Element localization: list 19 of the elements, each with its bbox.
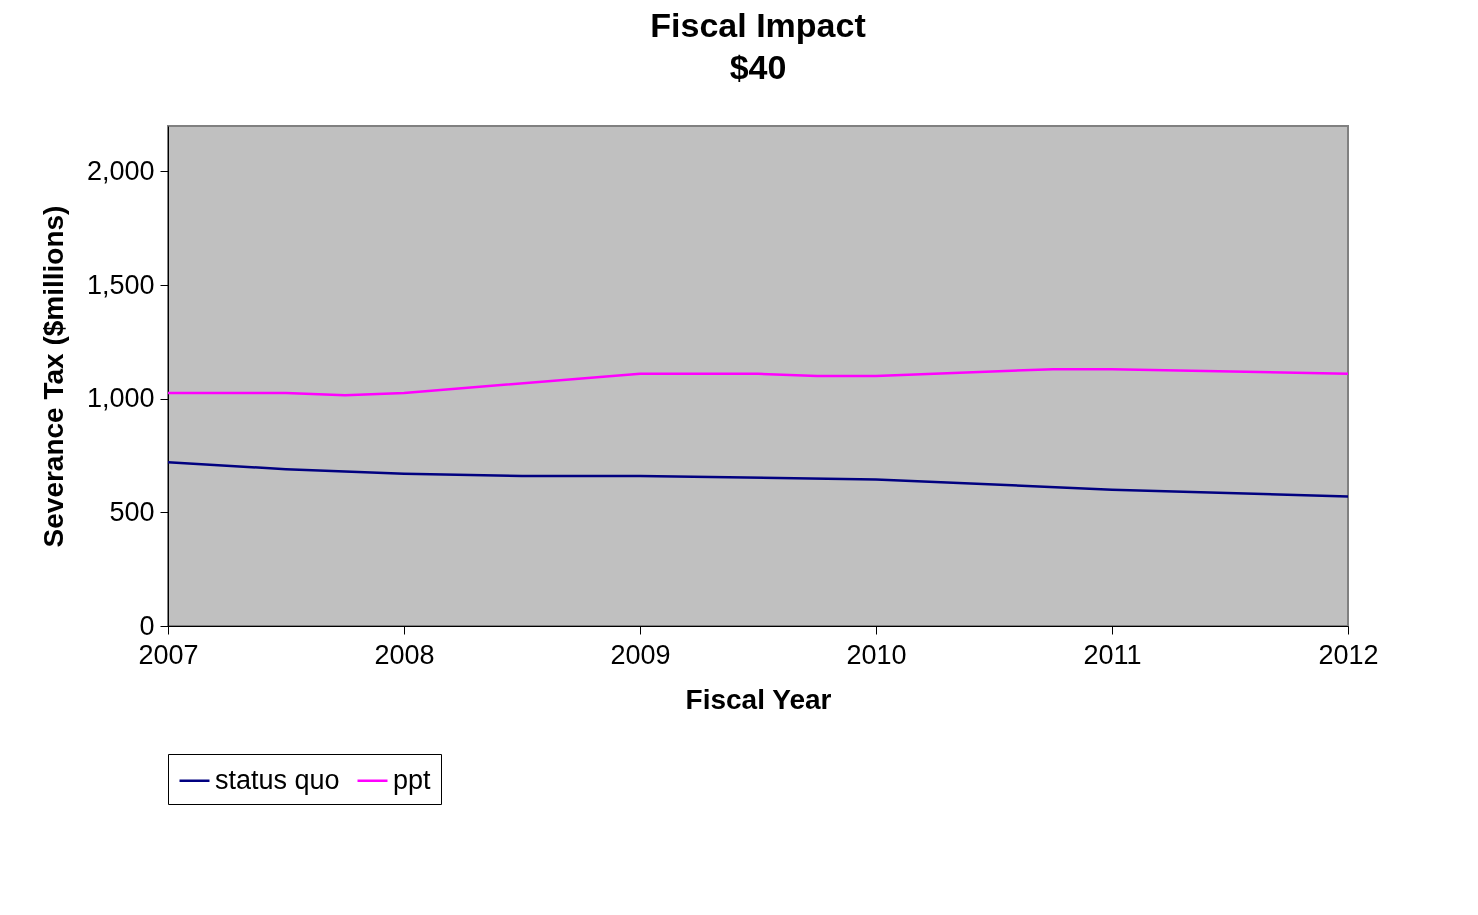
y-tick-label: 1,000 bbox=[86, 383, 155, 414]
chart-subtitle: $40 bbox=[729, 48, 787, 86]
legend-label: ppt bbox=[393, 764, 432, 795]
line-series bbox=[166, 367, 1350, 397]
y-tick-label: 0 bbox=[139, 610, 155, 641]
x-tick-label: 2009 bbox=[610, 639, 671, 670]
y-tick-label: 2,000 bbox=[86, 155, 155, 186]
line-series bbox=[166, 461, 1350, 498]
y-tick-label: 500 bbox=[109, 496, 155, 527]
x-tick-label: 2012 bbox=[1318, 639, 1379, 670]
x-axis-title: Fiscal Year bbox=[685, 683, 832, 715]
y-tick-label: 1,500 bbox=[86, 269, 155, 300]
x-tick-label: 2008 bbox=[374, 639, 435, 670]
x-tick-label: 2010 bbox=[846, 639, 907, 670]
x-tick-label: 2011 bbox=[1083, 639, 1142, 670]
x-tick-label: 2007 bbox=[138, 639, 199, 670]
y-axis-title: Severance Tax ($millions) bbox=[37, 205, 69, 548]
legend-label: status quo bbox=[215, 764, 340, 795]
chart-title: Fiscal Impact bbox=[650, 6, 866, 44]
